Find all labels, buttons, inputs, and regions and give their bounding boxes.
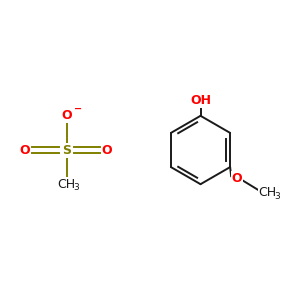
Text: O: O [20, 143, 31, 157]
Text: S: S [62, 143, 71, 157]
Text: 3: 3 [74, 183, 79, 192]
Text: −: − [74, 104, 82, 114]
Text: O: O [61, 109, 72, 122]
Text: CH: CH [58, 178, 76, 191]
Text: OH: OH [190, 94, 211, 107]
Text: O: O [232, 172, 242, 185]
Text: CH: CH [258, 186, 277, 199]
Text: 3: 3 [274, 192, 280, 201]
Text: O: O [102, 143, 112, 157]
